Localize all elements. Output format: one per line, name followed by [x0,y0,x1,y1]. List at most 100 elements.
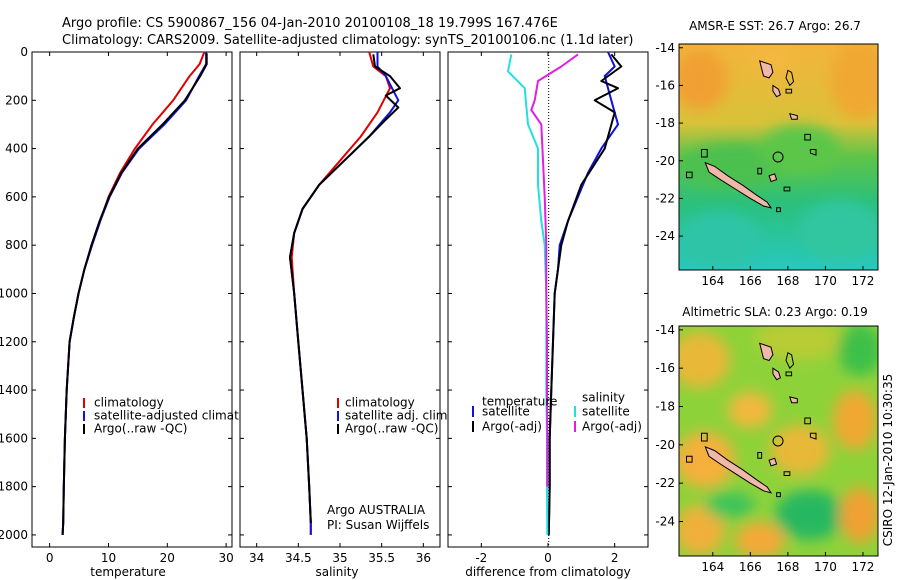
x-tick-label: 168 [776,560,799,574]
pi-credit: PI: Susan Wijffels [327,518,429,532]
x-tick-label: 170 [814,274,837,288]
island-mare [783,471,791,476]
island-ouvea [757,452,763,459]
x-tick-label: 170 [814,560,837,574]
temperature-axes-box [31,51,233,548]
y-tick-label: 200 [5,93,28,107]
header-line-2: Climatology: CARS2009. Satellite-adjuste… [62,33,634,48]
x-tick-label: 30 [218,551,233,565]
x-tick-label: 20 [160,551,175,565]
legend-temp-satellite: satellite [482,405,530,419]
y-tick-label: -14 [655,323,675,337]
sst-map-title: AMSR-E SST: 26.7 Argo: 26.7 [689,19,861,33]
x-tick-label: 35 [332,551,347,565]
y-tick-label: 800 [5,238,28,252]
legend-argo: Argo(..raw -QC) [345,422,438,436]
y-tick-label: -22 [655,476,675,490]
island-efate [789,396,798,404]
x-tick-label: 166 [739,560,762,574]
island-malekula [772,84,782,98]
sla-map-frame [678,325,879,557]
y-tick-label: -20 [655,154,675,168]
sst-map-frame [678,43,879,271]
x-tick-label: 168 [776,274,799,288]
island-espiritu-santo [758,342,774,362]
temperature-legend: climatology satellite-adjusted climatolo… [83,396,272,436]
legend-sal-satellite: satellite [582,405,630,419]
island-ambrym [785,88,793,94]
island-erromango [804,417,811,425]
y-tick-label: -18 [655,116,675,130]
x-tick-label: 10 [101,551,116,565]
x-tick-label: 36 [416,551,431,565]
y-tick-label: 2000 [0,528,28,542]
legend-sal-argo: Argo(-adj) [582,420,642,434]
header-line-1: Argo profile: CS 5900867_156 04-Jan-2010… [62,16,558,31]
x-tick-label: 0 [544,551,552,565]
x-tick-label: 34 [249,551,264,565]
argo-australia-credit: Argo AUSTRALIA [327,503,426,517]
island-chesterfield [686,171,693,179]
sst-field [679,44,878,270]
island-loyalty-lifou [768,173,778,183]
island-isle-of-pines [776,492,781,498]
island-espiritu-santo [758,60,774,79]
x-tick-label: 0 [46,551,54,565]
island-belep [701,149,708,158]
island-ouvea [757,167,763,175]
temperature-panel: 0 200 400 600 800 1000 1200 1400 1600 1800 2000 0 1… [0,45,272,579]
series-line-argo [289,54,401,523]
island-new-caledonia [704,161,773,209]
y-tick-label: 1200 [0,335,28,349]
island-mare [783,186,791,192]
series-line-salinity-argo [530,53,579,487]
island-ambrym [785,371,793,377]
island-belep [701,432,708,442]
y-tick-label: -20 [655,438,675,452]
y-tick-label: -24 [655,229,675,243]
x-tick-label: 172 [852,274,875,288]
y-tick-label: -14 [655,41,675,55]
x-tick-label: 166 [739,274,762,288]
difference-panel: -2 0 2 difference from climatology tempera… [447,51,649,579]
legend-argo: Argo(..raw -QC) [94,422,187,436]
salinity-panel: 34 34.5 35 35.5 36 salinity climatology sate… [239,51,451,579]
legend-satellite: satellite-adjusted climatology [94,409,272,423]
legend-salinity-title: salinity [582,391,625,405]
y-tick-label: 400 [5,142,28,156]
island-chesterfield [686,455,693,463]
sla-field [679,326,878,556]
salinity-xlabel: salinity [315,565,358,579]
temperature-xlabel: temperature [90,565,165,579]
y-tick-label: -16 [655,361,675,375]
series-line-temperature-argo [547,53,623,535]
argo-float-marker [772,151,784,163]
csiro-stamp: CSIRO 12-Jan-2010 10:30:35 [881,374,895,546]
legend-climatology: climatology [94,396,164,410]
x-tick-label: 172 [852,560,875,574]
series-line-argo [61,53,208,535]
legend-temperature-title: temperature [482,395,557,409]
y-tick-label: -16 [655,78,675,92]
island-erromango [804,133,811,141]
y-tick-label: 600 [5,190,28,204]
island-efate [789,112,798,120]
y-tick-label: -22 [655,191,675,205]
salinity-legend: climatology satellite adj. clim. Argo(..… [337,396,451,436]
island-loyalty-lifou [768,457,778,467]
argo-float-marker [772,435,784,447]
y-tick-label: -18 [655,400,675,414]
sla-map-panel: Altimetric SLA: 0.23 Argo: 0.19 164 166 16… [655,305,879,574]
island-new-caledonia [704,445,773,494]
x-tick-label: 2 [611,551,619,565]
y-tick-label: 1400 [0,383,28,397]
sla-map-title: Altimetric SLA: 0.23 Argo: 0.19 [682,305,867,319]
y-tick-label: -24 [655,515,675,529]
island-maewo-pentecost [785,352,795,370]
legend-satellite: satellite adj. clim. [345,409,451,423]
island-tanna [809,432,817,440]
y-tick-label: 0 [20,45,28,59]
salinity-axes-box [239,51,441,548]
y-tick-label: 1600 [0,431,28,445]
